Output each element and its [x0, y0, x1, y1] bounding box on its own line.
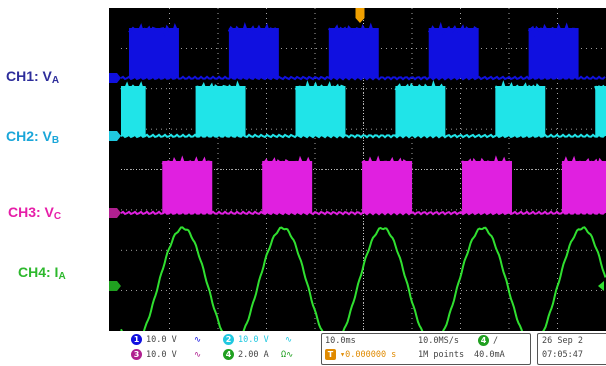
ch1-scale[interactable]: 1 10.0 V: [131, 333, 177, 347]
ch1-waveform: [120, 21, 606, 81]
ch2-waveform: [120, 79, 606, 139]
ch4-badge-icon: 4: [223, 349, 234, 360]
oscilloscope-display: 1 10.0 V ∿ 2 10.0 V ∿ 3 10.0 V ∿ 4 2.00 A Ω∿…: [109, 8, 606, 366]
ch3-label: CH3: VC: [8, 204, 62, 222]
bandwidth-limit-icon: Ω∿: [281, 350, 294, 360]
ch4-marker-icon: [109, 281, 121, 291]
time: 07:05:47: [542, 350, 583, 360]
ch3-badge-icon: 3: [131, 349, 142, 360]
ch2-marker-icon: [109, 131, 121, 141]
trigger-source-icon: 4: [478, 335, 489, 346]
coupling-dc-icon: ∿: [194, 335, 202, 345]
ch2-label: CH2: VB: [6, 128, 60, 146]
trigger-position: T ▾0.000000 s: [325, 348, 396, 362]
ch4-waveform: [120, 226, 606, 331]
trigger-position-icon: T: [325, 349, 336, 360]
coupling-dc-icon: ∿: [285, 335, 293, 345]
status-bar: 1 10.0 V ∿ 2 10.0 V ∿ 3 10.0 V ∿ 4 2.00 A Ω∿…: [109, 331, 606, 366]
record-length: 1M points: [418, 350, 465, 360]
ch3-scale[interactable]: 3 10.0 V: [131, 348, 177, 362]
ch4-scale[interactable]: 4 2.00 A: [223, 348, 269, 362]
trigger-level-icon: [598, 281, 604, 291]
timebase: 10.0ms: [325, 336, 356, 346]
ch1-label: CH1: VA: [6, 68, 60, 86]
trigger-level: 40.0mA: [474, 350, 505, 360]
ch3-waveform: [120, 155, 606, 216]
ch2-badge-icon: 2: [223, 334, 234, 345]
ch1-marker-icon: [109, 73, 121, 83]
timebase-panel[interactable]: 10.0ms 10.0MS/s T ▾0.000000 s 1M points 4…: [321, 333, 531, 365]
date: 26 Sep 2: [542, 336, 583, 346]
trigger-marker-arrow-icon: [355, 18, 365, 23]
ch2-scale[interactable]: 2 10.0 V: [223, 333, 269, 347]
datetime-panel: 26 Sep 2 07:05:47: [537, 333, 606, 365]
ch4-label: CH4: IA: [18, 264, 66, 282]
trigger-marker-icon: [355, 8, 365, 18]
sample-rate: 10.0MS/s: [418, 336, 459, 346]
waveform-screen: [109, 8, 606, 331]
ch1-badge-icon: 1: [131, 334, 142, 345]
ch3-marker-icon: [109, 208, 121, 218]
coupling-dc-icon: ∿: [194, 350, 202, 360]
trigger-source: 4/: [478, 334, 498, 348]
